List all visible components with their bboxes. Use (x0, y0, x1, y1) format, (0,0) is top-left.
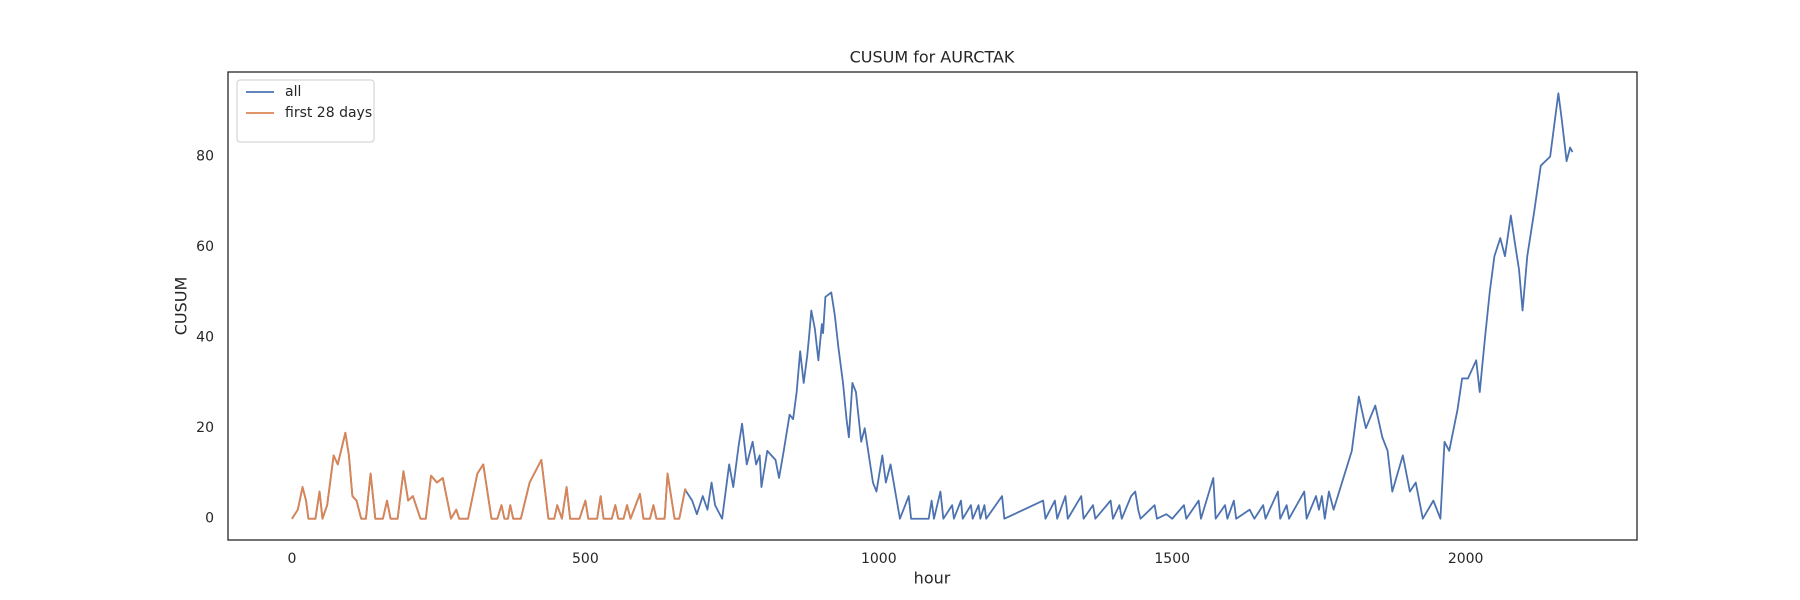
y-tick-label: 40 (196, 330, 214, 346)
legend: all first 28 days (236, 79, 375, 143)
legend-label: first 28 days (285, 105, 372, 121)
x-axis-label: hour (914, 569, 951, 588)
plot-frame (227, 71, 1638, 541)
y-tick-label: 60 (196, 239, 214, 255)
x-tick-label: 1000 (861, 551, 897, 567)
x-tick-label: 2000 (1448, 551, 1484, 567)
chart-title: CUSUM for AURCTAK (850, 48, 1015, 67)
x-tick-label: 500 (572, 551, 599, 567)
legend-box (236, 79, 375, 143)
y-tick-label: 80 (196, 149, 214, 165)
y-tick-label: 20 (196, 420, 214, 436)
y-tick-label: 0 (205, 511, 214, 527)
series-line (291, 431, 688, 520)
y-axis-label: CUSUM (172, 277, 191, 336)
x-tick-label: 0 (288, 551, 297, 567)
legend-label: all (285, 84, 301, 100)
series-line (291, 92, 1574, 520)
x-tick-label: 1500 (1154, 551, 1190, 567)
